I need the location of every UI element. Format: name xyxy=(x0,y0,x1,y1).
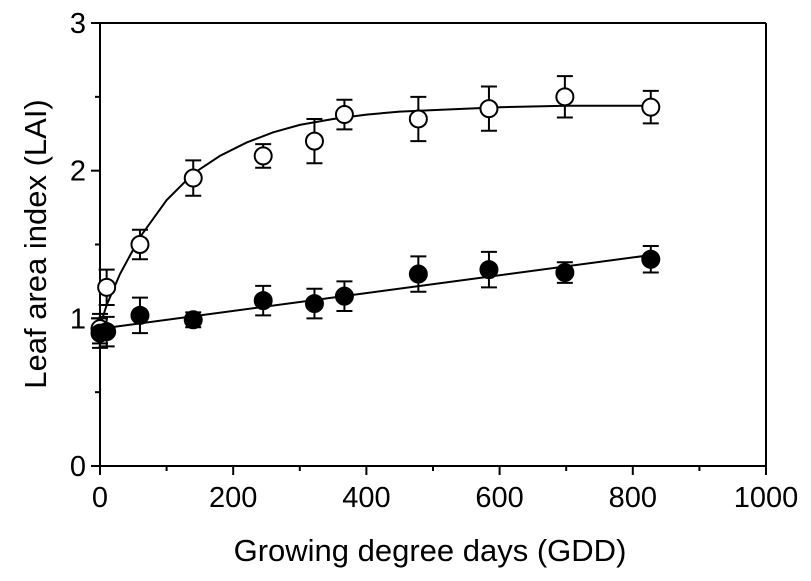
open-circle-point xyxy=(253,146,273,166)
x-axis-title: Growing degree days (GDD) xyxy=(234,533,627,568)
y-tick-label: 3 xyxy=(70,8,86,40)
x-tick-label: 200 xyxy=(209,482,257,514)
error-bars xyxy=(92,75,659,349)
x-tick-label: 600 xyxy=(475,482,523,514)
y-ticks: 0 1 2 3 xyxy=(70,8,100,483)
filled-circle-point xyxy=(334,286,354,306)
filled-circle-point xyxy=(183,310,203,330)
open-circle-point xyxy=(334,105,354,125)
open-circle-point xyxy=(555,87,575,107)
open-circle-point xyxy=(408,109,428,129)
filled-circle-point xyxy=(130,305,150,325)
data-points xyxy=(90,87,661,343)
filled-circle-point xyxy=(304,294,324,314)
filled-circle-point xyxy=(479,260,499,280)
open-circle-point xyxy=(304,131,324,151)
filled-circle-point xyxy=(253,291,273,311)
fit-lines xyxy=(99,104,653,330)
x-tick-label: 0 xyxy=(92,482,108,514)
y-tick-label: 1 xyxy=(70,303,86,335)
filled-circle-point xyxy=(641,249,661,269)
open-circle-point xyxy=(641,97,661,117)
x-ticks: 0 200 400 600 800 1000 xyxy=(92,466,798,514)
filled-circle-point xyxy=(97,322,117,342)
open-circle-point xyxy=(97,277,117,297)
y-tick-label: 2 xyxy=(70,156,86,188)
open-circle-point xyxy=(479,99,499,119)
open-circle-point xyxy=(130,235,150,254)
x-tick-label: 800 xyxy=(609,482,657,514)
open-circle-point xyxy=(183,168,203,188)
y-axis-title: Leaf area index (LAI) xyxy=(18,99,53,389)
plot-frame xyxy=(99,22,767,467)
filled-circle-point xyxy=(555,263,575,283)
y-tick-label: 0 xyxy=(70,451,86,483)
x-tick-label: 400 xyxy=(342,482,390,514)
filled-circle-point xyxy=(408,264,428,284)
x-tick-label: 1000 xyxy=(734,482,799,514)
